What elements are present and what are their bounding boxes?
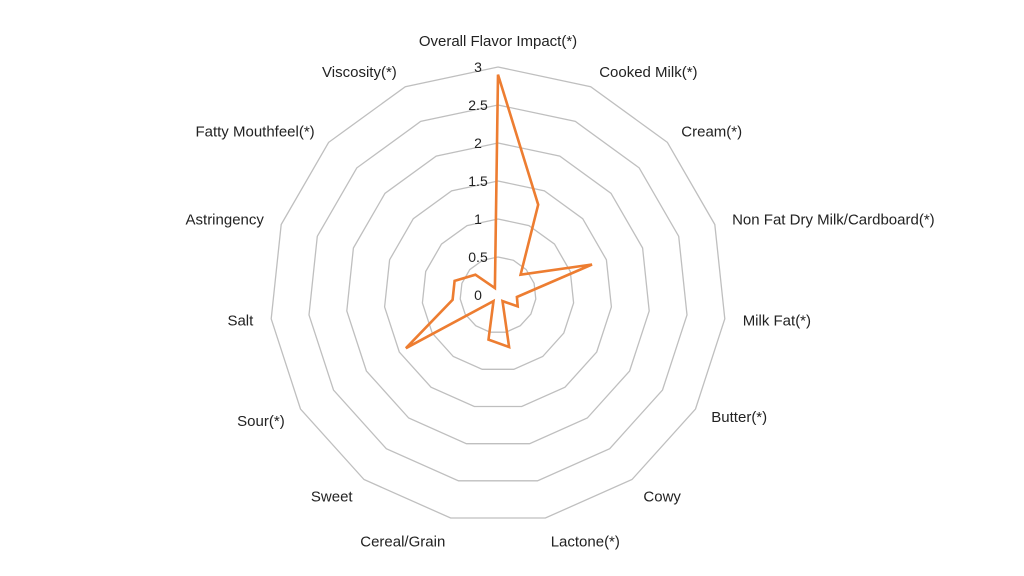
axis-label: Lactone(*)	[551, 534, 620, 551]
axis-label: Butter(*)	[711, 409, 767, 426]
axis-label: Cereal/Grain	[360, 534, 445, 551]
tick-label: 2.5	[468, 97, 488, 113]
tick-label: 0	[474, 287, 482, 303]
tick-label: 1	[474, 211, 482, 227]
axis-label: Overall Flavor Impact(*)	[419, 33, 577, 50]
axis-label: Cowy	[643, 488, 681, 505]
grid-layer	[270, 66, 726, 519]
axis-label: Sweet	[311, 488, 354, 505]
series-line	[404, 74, 593, 350]
axis-label: Salt	[227, 313, 254, 330]
tick-labels: 0 0.5 1 1.5 2 2.5 3	[468, 59, 488, 303]
axis-label: Non Fat Dry Milk/Cardboard(*)	[732, 212, 935, 229]
axis-labels: Overall Flavor Impact(*) Cooked Milk(*) Cr…	[186, 33, 935, 551]
axis-label: Cream(*)	[681, 124, 742, 141]
tick-label: 1.5	[468, 173, 488, 189]
grid-ring	[383, 180, 613, 408]
grid-ring	[308, 104, 688, 482]
axis-label: Sour(*)	[237, 413, 285, 430]
axis-label: Cooked Milk(*)	[599, 64, 697, 81]
grid-ring	[421, 218, 575, 370]
axis-label: Astringency	[186, 212, 265, 229]
grid-ring	[270, 66, 726, 519]
tick-label: 2	[474, 135, 482, 151]
tick-label: 0.5	[468, 249, 488, 265]
series-layer	[404, 74, 593, 350]
axis-label: Viscosity(*)	[322, 64, 397, 81]
grid-ring	[346, 142, 650, 445]
axis-label: Milk Fat(*)	[743, 313, 811, 330]
axis-label: Fatty Mouthfeel(*)	[195, 124, 314, 141]
tick-label: 3	[474, 59, 482, 75]
